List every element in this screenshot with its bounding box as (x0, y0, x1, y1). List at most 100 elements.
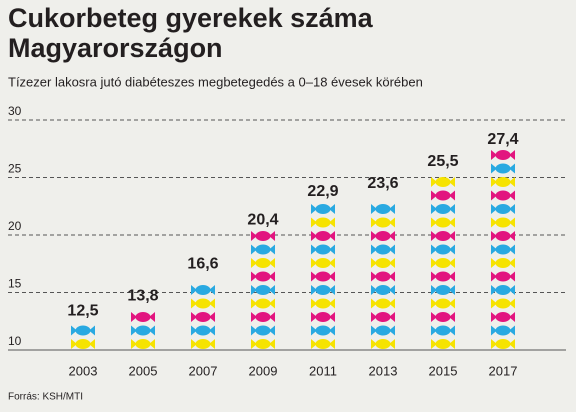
candy (375, 312, 391, 322)
candy (255, 258, 271, 268)
candy (495, 258, 511, 268)
chart-title: Magyarországon (8, 33, 223, 63)
candy (135, 325, 151, 336)
candy (315, 285, 331, 295)
candy (315, 298, 331, 309)
candy (255, 285, 271, 295)
candy (315, 217, 331, 228)
candy (375, 271, 391, 282)
candy (435, 258, 451, 268)
candy (495, 163, 511, 174)
candy (255, 271, 271, 282)
x-tick-label: 2011 (309, 363, 337, 378)
candy (255, 298, 271, 309)
bar (431, 177, 455, 349)
candy (435, 204, 451, 214)
candy (375, 325, 391, 336)
candy (375, 217, 391, 228)
candy (135, 312, 151, 322)
candy (255, 325, 271, 336)
candy (75, 325, 91, 336)
candy (495, 298, 511, 309)
candy (435, 325, 451, 336)
candy (435, 339, 451, 349)
candy (495, 190, 511, 201)
candy (435, 190, 451, 201)
value-label: 27,4 (487, 131, 518, 148)
candy (315, 271, 331, 282)
x-tick-label: 2009 (249, 363, 278, 378)
y-tick-label: 20 (8, 219, 22, 233)
chart-title: Cukorbeteg gyerekek száma (8, 3, 374, 33)
x-tick-label: 2013 (369, 363, 398, 378)
candy (315, 312, 331, 322)
y-tick-label: 30 (8, 104, 22, 118)
candy (495, 150, 511, 160)
candy (435, 244, 451, 255)
candy (495, 285, 511, 295)
candy (495, 204, 511, 214)
y-tick-label: 10 (8, 334, 22, 348)
candy (315, 325, 331, 336)
candy (435, 271, 451, 282)
bar (311, 204, 335, 349)
x-tick-label: 2017 (489, 363, 518, 378)
x-tick-label: 2015 (429, 363, 458, 378)
candy (255, 231, 271, 241)
candy (315, 204, 331, 214)
x-tick-label: 2007 (189, 363, 218, 378)
candy (495, 325, 511, 336)
value-label: 16,6 (187, 255, 218, 272)
candy (315, 258, 331, 268)
value-label: 23,6 (367, 175, 398, 192)
value-label: 20,4 (247, 212, 278, 229)
candy (435, 217, 451, 228)
candy (195, 298, 211, 309)
candy (195, 312, 211, 322)
y-tick-label: 15 (8, 277, 22, 291)
candy (195, 325, 211, 336)
subtitle: Tízezer lakosra jutó diabéteszes megbete… (8, 74, 423, 89)
candy (435, 231, 451, 241)
candy (75, 339, 91, 349)
candy (495, 217, 511, 228)
candy (375, 204, 391, 214)
candy (495, 339, 511, 349)
candy (375, 298, 391, 309)
candy (495, 177, 511, 187)
candy (495, 231, 511, 241)
bar (251, 231, 275, 349)
x-tick-label: 2005 (129, 363, 158, 378)
bar (131, 312, 155, 349)
candy (375, 258, 391, 268)
candy (495, 271, 511, 282)
value-label: 13,8 (127, 288, 158, 305)
candy (375, 244, 391, 255)
candy (375, 231, 391, 241)
x-tick-label: 2003 (69, 363, 98, 378)
bar (191, 285, 215, 349)
candy (435, 312, 451, 322)
candy (375, 339, 391, 349)
value-label: 12,5 (67, 302, 98, 319)
candy (255, 244, 271, 255)
candy (375, 285, 391, 295)
candy (255, 339, 271, 349)
candy (435, 177, 451, 187)
bar (371, 204, 395, 349)
candy (135, 339, 151, 349)
bar (71, 325, 95, 349)
candy (255, 312, 271, 322)
candy (495, 244, 511, 255)
candy (315, 339, 331, 349)
source: Forrás: KSH/MTI (8, 392, 83, 403)
candy (495, 312, 511, 322)
candy (435, 298, 451, 309)
bar (491, 150, 515, 349)
value-label: 25,5 (427, 153, 458, 170)
y-tick-label: 25 (8, 162, 22, 176)
candy (195, 339, 211, 349)
candy (315, 231, 331, 241)
candy (435, 285, 451, 295)
